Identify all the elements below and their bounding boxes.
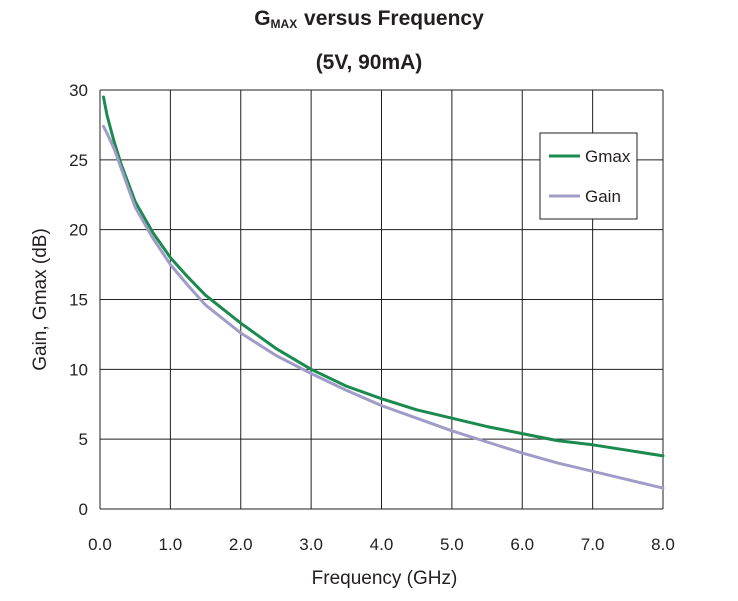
y-tick-label: 15 — [69, 291, 88, 310]
legend-box — [539, 132, 638, 220]
x-tick-label: 1.0 — [159, 535, 183, 554]
y-tick-label: 10 — [69, 360, 88, 379]
y-tick-label: 20 — [69, 221, 88, 240]
y-axis-label: Gain, Gmax (dB) — [30, 228, 51, 371]
chart-title: GMAX versus Frequency — [254, 7, 484, 31]
y-tick-label: 0 — [79, 500, 88, 519]
x-tick-label: 8.0 — [651, 535, 675, 554]
legend-label-gmax: Gmax — [585, 147, 631, 166]
y-tick-label: 5 — [79, 430, 88, 449]
x-tick-label: 5.0 — [440, 535, 464, 554]
legend-label-gain: Gain — [585, 187, 621, 206]
y-tick-label: 30 — [69, 81, 88, 100]
x-tick-label: 6.0 — [510, 535, 534, 554]
chart-subtitle: (5V, 90mA) — [315, 51, 423, 74]
series-line-gmax — [102, 95, 665, 458]
series-line-gain — [102, 124, 665, 490]
x-tick-label: 2.0 — [229, 535, 253, 554]
x-tick-label: 0.0 — [88, 535, 112, 554]
y-tick-label: 25 — [69, 151, 88, 170]
x-tick-label: 4.0 — [370, 535, 394, 554]
x-tick-label: 3.0 — [299, 535, 323, 554]
x-axis-label: Frequency (GHz) — [312, 568, 458, 589]
x-tick-label: 7.0 — [581, 535, 605, 554]
